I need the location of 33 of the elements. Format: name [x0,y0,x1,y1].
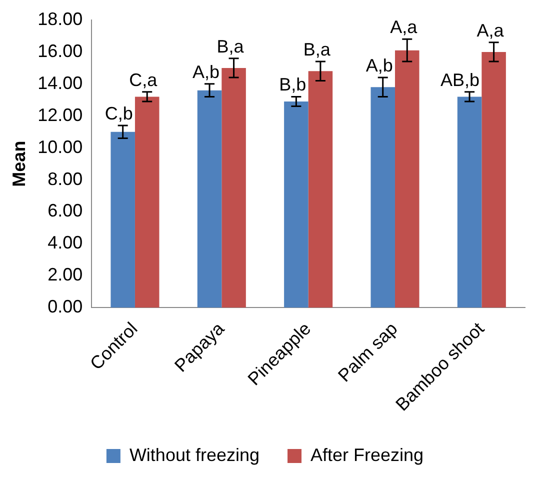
bar [134,96,160,308]
y-tick-label: 16.00 [38,40,83,61]
bar [482,52,506,308]
y-tick-label: 18.00 [38,8,83,29]
y-axis-title: Mean [8,140,29,187]
data-label: B,b [279,74,306,95]
data-label: B,a [216,36,245,56]
y-tick-label: 4.00 [48,232,83,253]
bar [370,87,395,308]
bar [394,50,420,308]
legend-label: Without freezing [129,444,260,465]
bar [222,68,246,308]
bar [197,90,222,308]
data-label: C,a [129,70,158,90]
bar [308,71,333,308]
y-tick-label: 2.00 [48,264,83,285]
bar [110,132,135,308]
data-label: B,a [303,40,332,60]
y-tick-label: 14.00 [38,72,83,93]
bar [457,96,482,308]
data-label: C,b [104,103,133,124]
data-label: A,b [192,62,220,82]
bar [284,102,308,308]
y-tick-label: 8.00 [48,168,83,189]
data-label: AB,b [440,70,480,90]
y-tick-label: 10.00 [38,136,83,157]
data-label: A,a [390,17,418,38]
data-label: A,b [366,56,393,76]
data-label: A,a [476,20,505,40]
legend-label: After Freezing [310,444,424,465]
y-tick-label: 6.00 [48,200,83,221]
y-tick-label: 12.00 [38,104,83,125]
y-tick-label: 0.00 [48,296,83,317]
